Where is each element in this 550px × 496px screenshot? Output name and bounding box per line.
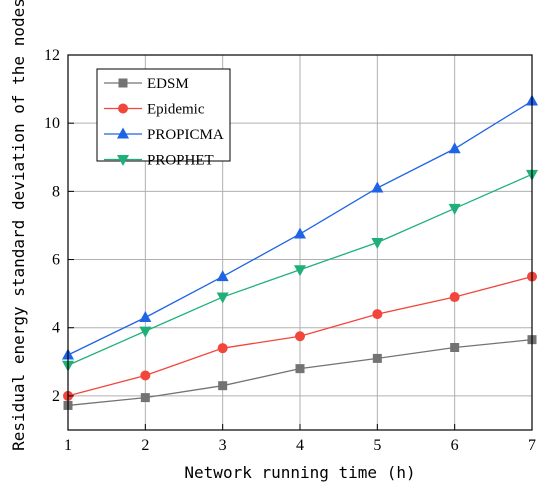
legend-label-edsm: EDSM xyxy=(147,76,189,92)
data-point-edsm xyxy=(372,353,382,363)
data-point-epidemic xyxy=(372,309,383,320)
data-point-epidemic xyxy=(295,331,305,342)
legend-marker-epidemic xyxy=(118,103,128,114)
legend-marker-prophet xyxy=(117,155,129,166)
legend-marker-propicma xyxy=(117,127,129,139)
legend-item-prophet: PROPHET xyxy=(104,153,214,169)
data-point-epidemic xyxy=(217,343,228,354)
legend-label-epidemic: Epidemic xyxy=(147,102,205,118)
x-tick-label: 6 xyxy=(451,437,459,454)
y-tick-label: 4 xyxy=(52,320,60,337)
x-tick-label: 7 xyxy=(528,437,536,454)
x-tick-label: 2 xyxy=(141,437,149,454)
data-point-epidemic xyxy=(449,292,460,303)
data-point-edsm xyxy=(140,393,150,403)
y-tick-label: 12 xyxy=(44,47,60,64)
x-axis-title: Network running time (h) xyxy=(184,463,415,482)
data-point-edsm xyxy=(218,381,228,391)
data-point-epidemic xyxy=(140,370,151,381)
series-prophet xyxy=(62,169,538,372)
y-tick-label: 2 xyxy=(52,388,60,405)
data-point-propicma xyxy=(139,311,152,322)
series-layer xyxy=(62,94,538,410)
data-point-prophet xyxy=(294,265,306,277)
x-tick-label: 1 xyxy=(64,437,72,454)
data-point-propicma xyxy=(448,142,461,154)
y-tick-label: 8 xyxy=(52,183,60,200)
y-tick-label: 10 xyxy=(44,115,60,132)
data-point-propicma xyxy=(294,227,306,239)
legend-label-propicma: PROPICMA xyxy=(147,127,224,143)
x-tick-label: 4 xyxy=(296,437,304,454)
data-point-edsm xyxy=(295,364,305,374)
legend-label-prophet: PROPHET xyxy=(147,153,214,169)
data-point-edsm xyxy=(450,343,460,352)
data-point-prophet xyxy=(371,238,384,249)
y-axis-title: Residual energy standard deviation of th… xyxy=(9,0,28,451)
data-point-propicma xyxy=(371,181,384,193)
data-point-prophet xyxy=(139,326,152,338)
data-point-propicma xyxy=(216,270,229,282)
x-tick-label: 5 xyxy=(373,437,381,454)
y-tick-label: 6 xyxy=(52,252,60,269)
legend-item-epidemic: Epidemic xyxy=(104,102,205,118)
legend: EDSM Epidemic PROPICMA PROPHET xyxy=(96,68,231,169)
legend-item-propicma: PROPICMA xyxy=(104,127,224,143)
legend-marker-edsm xyxy=(118,78,128,88)
data-point-prophet xyxy=(216,292,229,304)
x-tick-label: 3 xyxy=(219,437,227,454)
data-point-prophet xyxy=(448,203,461,215)
legend-item-edsm: EDSM xyxy=(104,76,189,92)
